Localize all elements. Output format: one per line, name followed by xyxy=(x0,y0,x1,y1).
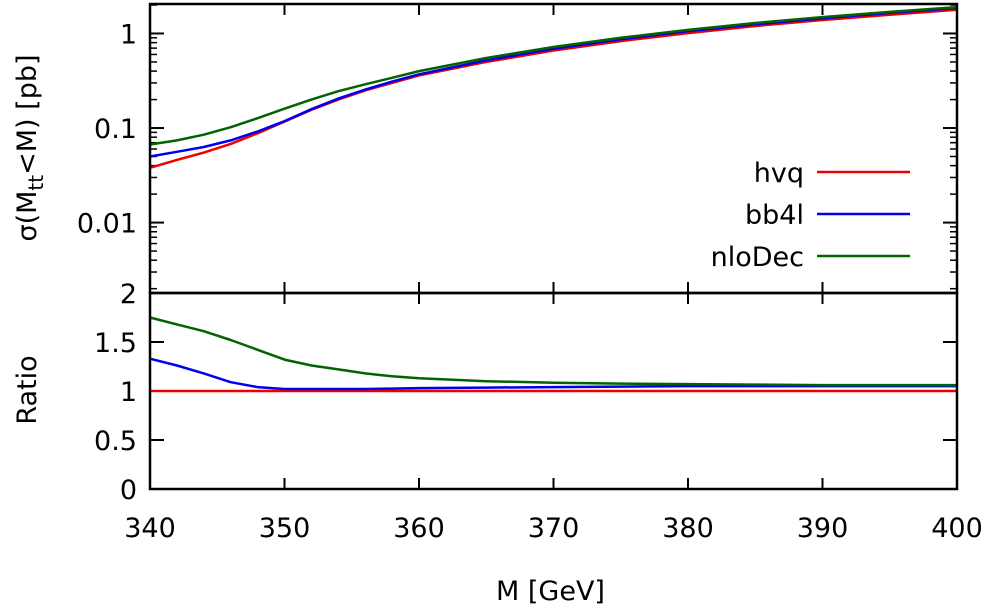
x-tick-label: 360 xyxy=(393,513,445,544)
bottom-y-axis-label: Ratio xyxy=(12,355,43,424)
x-axis-label: M [GeV] xyxy=(496,576,605,607)
bottom-y-tick-label: 0 xyxy=(120,475,137,506)
x-tick-label: 400 xyxy=(931,513,983,544)
bottom-plot-frame xyxy=(148,291,959,491)
top-y-axis-label: σ(Mtt<M) [pb] xyxy=(12,54,48,241)
bottom-y-tick-label: 2 xyxy=(120,279,137,310)
series-line-bb4l xyxy=(149,6,958,158)
top-y-tick-label: 0.01 xyxy=(77,209,137,240)
series-line-nloDec xyxy=(149,5,958,146)
cross-section-panel: hvq bb4l nloDec 1 0.1 0.01 σ(Mtt<M) [pb] xyxy=(12,2,959,295)
legend-label-hvq: hvq xyxy=(754,158,804,189)
ratio-panel: 340 350 360 370 380 390 400 0 0.5 1 1.5 2 Ratio M [… xyxy=(12,279,983,607)
x-tick-label: 390 xyxy=(797,513,849,544)
bottom-y-tick-label: 0.5 xyxy=(94,426,137,457)
x-tick-label: 340 xyxy=(124,513,176,544)
series-line-nloDec xyxy=(149,316,957,387)
x-tick-label: 350 xyxy=(259,513,311,544)
x-tick-label: 370 xyxy=(528,513,580,544)
top-y-tick-label: 1 xyxy=(120,19,137,50)
series-line-bb4l xyxy=(149,357,957,391)
top-y-tick-label: 0.1 xyxy=(94,114,137,145)
legend-label-bb4l: bb4l xyxy=(745,200,804,231)
top-y-axis-label-main: σ(M xyxy=(12,191,43,242)
x-tick-label: 380 xyxy=(662,513,714,544)
top-y-axis-label-subscript: tt xyxy=(24,175,48,191)
series-line-hvq xyxy=(149,8,958,169)
bottom-y-tick-label: 1.5 xyxy=(94,328,137,359)
bottom-y-tick-label: 1 xyxy=(120,377,137,408)
top-y-axis-label-rest: <M) [pb] xyxy=(12,54,43,174)
legend-label-nloDec: nloDec xyxy=(711,242,804,273)
legend: hvq bb4l nloDec xyxy=(711,158,910,273)
